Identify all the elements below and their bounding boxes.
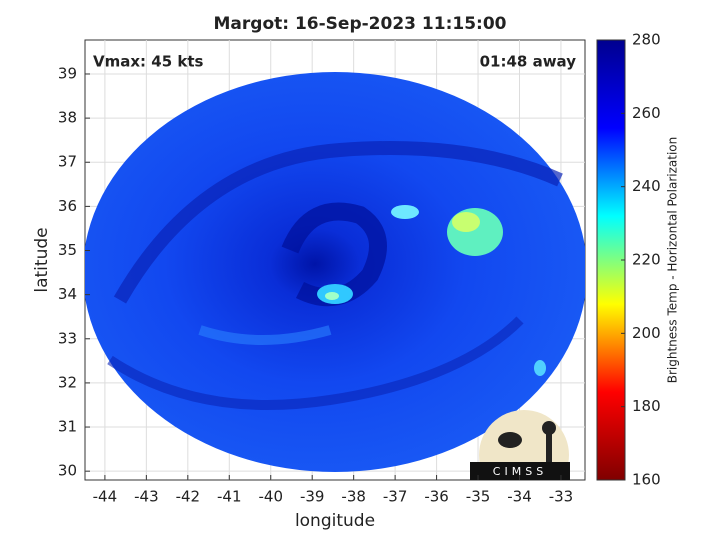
x-tick-label: -38 [341, 488, 366, 506]
y-tick-label: 33 [58, 329, 77, 347]
colorbar-tick-label: 180 [632, 397, 661, 415]
colorbar-tick-label: 200 [632, 324, 661, 342]
colorbar-label: Brightness Temp - Horizontal Polarizatio… [666, 137, 680, 384]
annotation: 01:48 away [480, 53, 577, 71]
y-tick-label: 35 [58, 241, 77, 259]
annotation: Vmax: 45 kts [93, 53, 203, 71]
logo: CIMSS [470, 410, 570, 480]
storm-image: CIMSS [85, 72, 585, 480]
colorbar-tick-label: 260 [632, 104, 661, 122]
x-tick-label: -37 [383, 488, 408, 506]
y-tick-label: 31 [58, 418, 77, 436]
colorbar-tick-label: 280 [632, 31, 661, 49]
colorbar-tick-label: 220 [632, 251, 661, 269]
colorbar [596, 39, 626, 481]
colorbar-tick-label: 240 [632, 177, 661, 195]
y-axis-label: latitude [32, 227, 52, 292]
x-tick-label: -34 [507, 488, 532, 506]
x-tick-label: -44 [93, 488, 118, 506]
y-tick-label: 32 [58, 373, 77, 391]
x-tick-label: -41 [217, 488, 242, 506]
chart-title: Margot: 16-Sep-2023 11:15:00 [214, 14, 507, 34]
logo-text: CIMSS [493, 465, 547, 478]
x-tick-label: -36 [424, 488, 449, 506]
y-tick-label: 34 [58, 285, 77, 303]
y-tick-label: 38 [58, 109, 77, 127]
x-tick-label: -42 [176, 488, 201, 506]
y-tick-label: 37 [58, 153, 77, 171]
x-tick-label: -35 [466, 488, 491, 506]
x-tick-label: -40 [258, 488, 283, 506]
x-tick-label: -33 [549, 488, 574, 506]
x-axis-label: longitude [295, 511, 375, 531]
y-tick-label: 36 [58, 197, 77, 215]
x-tick-label: -39 [300, 488, 325, 506]
y-tick-label: 30 [58, 462, 77, 480]
y-tick-label: 39 [58, 64, 77, 82]
colorbar-tick-label: 160 [632, 471, 661, 489]
x-tick-label: -43 [134, 488, 159, 506]
